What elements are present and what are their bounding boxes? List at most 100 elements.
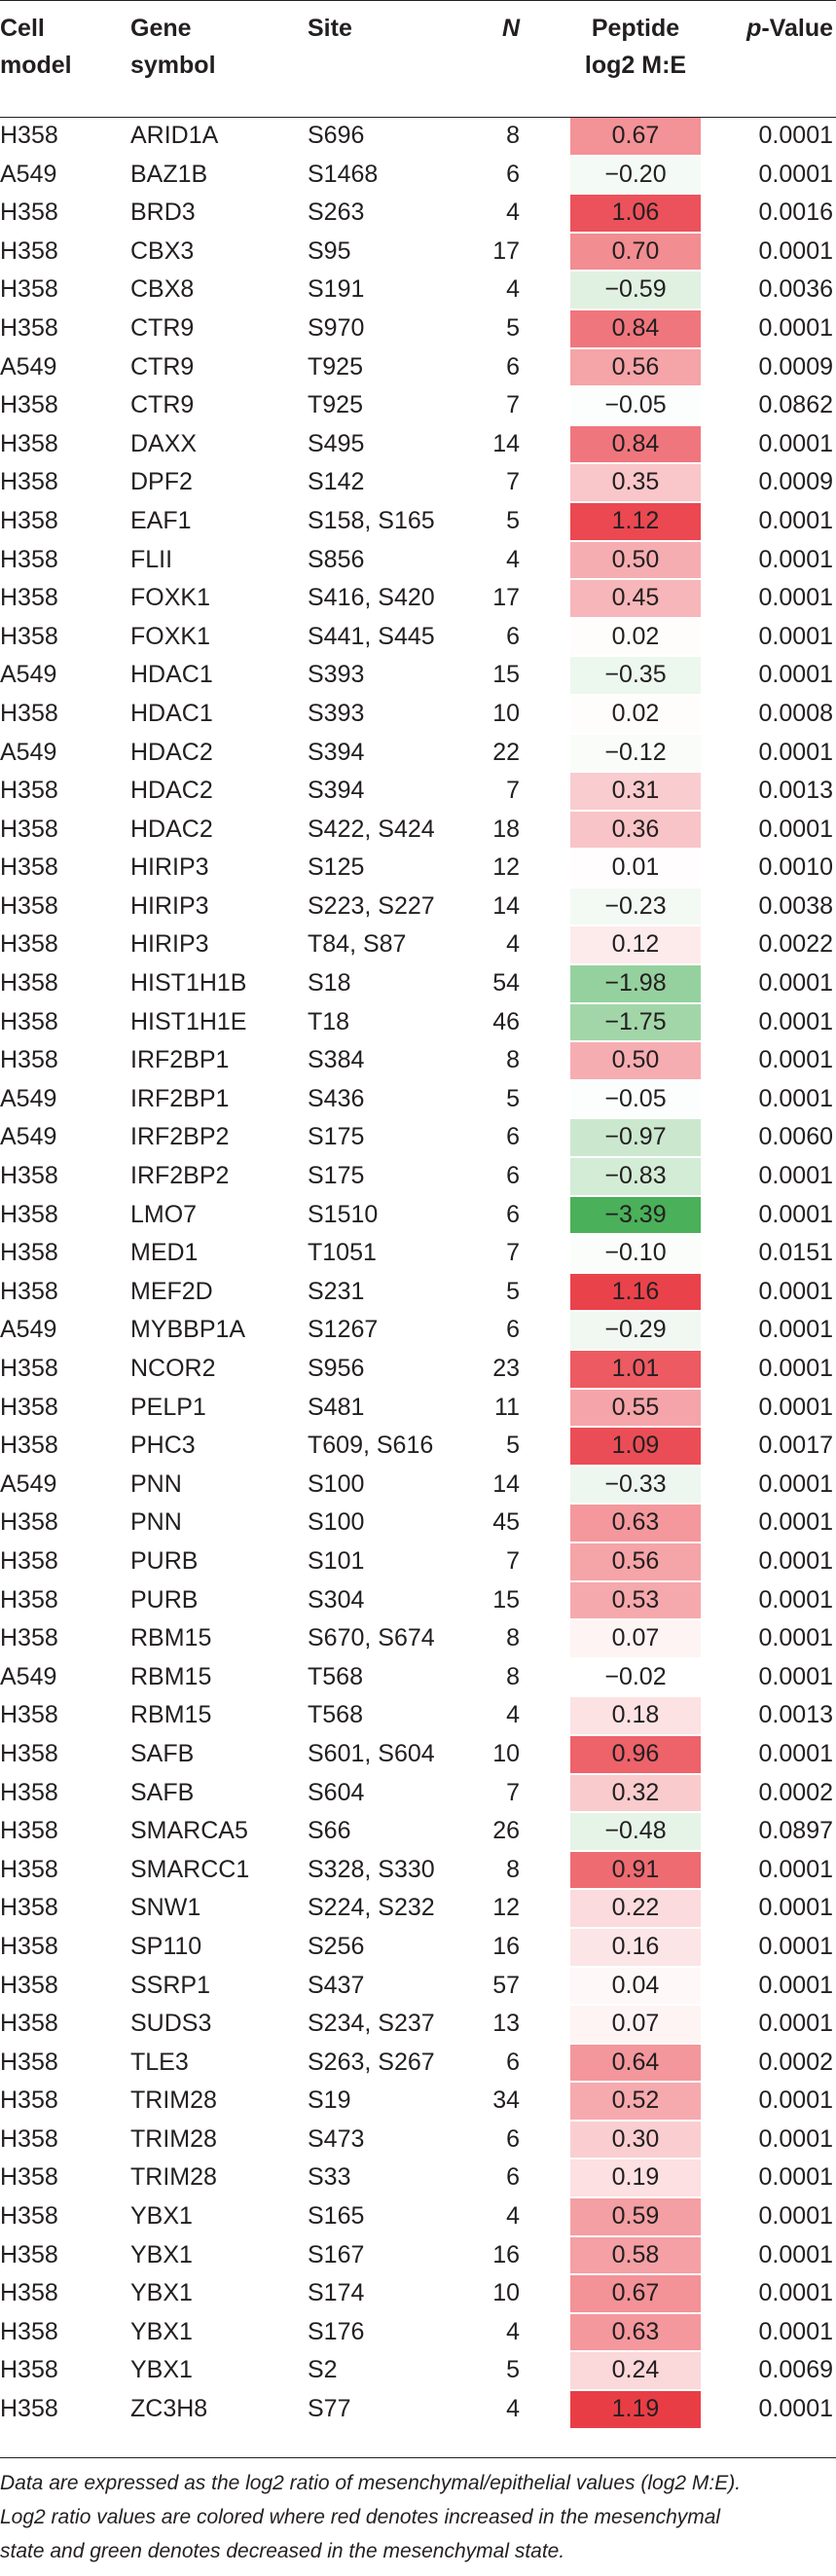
site-cell: T609, S616 bbox=[308, 1432, 434, 1460]
n-count-cell: 7 bbox=[506, 1546, 520, 1575]
table-row: H358 NCOR2 S956 23 1.01 0.0001 bbox=[0, 1350, 836, 1389]
gene-symbol-cell: HDAC1 bbox=[130, 699, 213, 727]
gene-symbol-cell: TRIM28 bbox=[130, 2163, 217, 2192]
header-ratio-line1: Peptide bbox=[591, 15, 680, 42]
gene-symbol-cell: BRD3 bbox=[130, 199, 196, 227]
peptide-ratio-cell: 0.50 bbox=[570, 541, 701, 579]
p-value-cell: 0.0001 bbox=[758, 815, 833, 843]
table-row: H358 HDAC2 S422, S424 18 0.36 0.0001 bbox=[0, 811, 836, 850]
n-count-cell: 5 bbox=[506, 1084, 520, 1112]
peptide-ratio-cell: 0.36 bbox=[570, 811, 701, 849]
n-count-cell: 23 bbox=[492, 1355, 520, 1382]
n-count-cell: 6 bbox=[506, 622, 520, 650]
p-value-cell: 0.0001 bbox=[758, 622, 833, 650]
gene-symbol-cell: SMARCC1 bbox=[130, 1855, 250, 1883]
table-row: A549 IRF2BP1 S436 5 −0.05 0.0001 bbox=[0, 1080, 836, 1119]
p-value-cell: 0.0036 bbox=[758, 275, 833, 304]
p-value-cell: 0.0001 bbox=[758, 313, 833, 342]
cell-model-cell: H358 bbox=[0, 236, 58, 265]
site-cell: S696 bbox=[308, 122, 365, 149]
gene-symbol-cell: HIST1H1B bbox=[130, 969, 247, 998]
cell-model-cell: H358 bbox=[0, 969, 58, 998]
header-p-rest: -Value bbox=[761, 15, 833, 42]
peptide-ratio-cell: −0.48 bbox=[570, 1813, 701, 1850]
site-cell: S384 bbox=[308, 1046, 365, 1074]
site-cell: S18 bbox=[308, 969, 351, 998]
table-row: H358 BRD3 S263 4 1.06 0.0016 bbox=[0, 194, 836, 233]
gene-symbol-cell: ZC3H8 bbox=[130, 2395, 208, 2423]
p-value-cell: 0.0010 bbox=[758, 853, 833, 882]
table-row: H358 HIRIP3 S223, S227 14 −0.23 0.0038 bbox=[0, 888, 836, 926]
p-value-cell: 0.0001 bbox=[758, 1546, 833, 1575]
n-count-cell: 16 bbox=[492, 1932, 520, 1960]
table-row: H358 PHC3 T609, S616 5 1.09 0.0017 bbox=[0, 1427, 836, 1466]
cell-model-cell: H358 bbox=[0, 777, 58, 805]
n-count-cell: 12 bbox=[492, 853, 520, 882]
cell-model-cell: H358 bbox=[0, 506, 58, 534]
header-ratio-line2: log2 M:E bbox=[584, 52, 687, 79]
gene-symbol-cell: YBX1 bbox=[130, 2356, 193, 2384]
site-cell: S223, S227 bbox=[308, 891, 435, 920]
site-cell: S604 bbox=[308, 1778, 365, 1806]
site-cell: S158, S165 bbox=[308, 506, 435, 534]
p-value-cell: 0.0001 bbox=[758, 2279, 833, 2307]
gene-symbol-cell: FLII bbox=[130, 545, 173, 573]
p-value-cell: 0.0001 bbox=[758, 2163, 833, 2192]
p-value-cell: 0.0001 bbox=[758, 2010, 833, 2038]
peptide-ratio-cell: −0.59 bbox=[570, 272, 701, 308]
table-row: H358 HIRIP3 S125 12 0.01 0.0010 bbox=[0, 849, 836, 888]
n-count-cell: 10 bbox=[492, 2279, 520, 2307]
header-rule bbox=[0, 117, 836, 118]
p-value-cell: 0.0001 bbox=[758, 1162, 833, 1190]
cell-model-cell: H358 bbox=[0, 930, 58, 959]
gene-symbol-cell: IRF2BP1 bbox=[130, 1084, 230, 1112]
peptide-ratio-cell: 1.01 bbox=[570, 1351, 701, 1388]
n-count-cell: 6 bbox=[506, 1162, 520, 1190]
site-cell: S66 bbox=[308, 1817, 351, 1845]
n-count-cell: 5 bbox=[506, 313, 520, 342]
p-value-cell: 0.0038 bbox=[758, 891, 833, 920]
table-row: A549 RBM15 T568 8 −0.02 0.0001 bbox=[0, 1658, 836, 1697]
site-cell: S100 bbox=[308, 1469, 365, 1498]
footnote-line-2: Log2 ratio values are colored where red … bbox=[0, 2506, 721, 2528]
peptide-ratio-cell: −0.02 bbox=[570, 1658, 701, 1696]
peptide-ratio-cell: 0.02 bbox=[570, 695, 701, 733]
peptide-ratio-cell: 0.07 bbox=[570, 2006, 701, 2043]
site-cell: S175 bbox=[308, 1162, 365, 1190]
site-cell: S77 bbox=[308, 2395, 351, 2423]
gene-symbol-cell: HDAC2 bbox=[130, 777, 213, 805]
peptide-ratio-cell: −0.05 bbox=[570, 387, 701, 424]
table-footnote: Data are expressed as the log2 ratio of … bbox=[0, 2466, 836, 2568]
table-top-rule bbox=[0, 0, 836, 1]
p-value-cell: 0.0001 bbox=[758, 506, 833, 534]
peptide-ratio-cell: 0.45 bbox=[570, 580, 701, 617]
table-row: H358 HIST1H1B S18 54 −1.98 0.0001 bbox=[0, 964, 836, 1003]
table-row: H358 LMO7 S1510 6 −3.39 0.0001 bbox=[0, 1196, 836, 1235]
peptide-ratio-cell: 0.50 bbox=[570, 1042, 701, 1079]
gene-symbol-cell: YBX1 bbox=[130, 2240, 193, 2268]
table-row: H358 PELP1 S481 11 0.55 0.0001 bbox=[0, 1389, 836, 1428]
n-count-cell: 4 bbox=[506, 2395, 520, 2423]
cell-model-cell: H358 bbox=[0, 1393, 58, 1421]
peptide-ratio-cell: 0.56 bbox=[570, 1542, 701, 1580]
table-row: H358 HIST1H1E T18 46 −1.75 0.0001 bbox=[0, 1003, 836, 1042]
site-cell: S176 bbox=[308, 2317, 365, 2345]
p-value-cell: 0.0001 bbox=[758, 584, 833, 612]
cell-model-cell: H358 bbox=[0, 2240, 58, 2268]
table-row: H358 CBX3 S95 17 0.70 0.0001 bbox=[0, 233, 836, 272]
cell-model-cell: H358 bbox=[0, 1932, 58, 1960]
header-p-value: p-Value bbox=[720, 10, 833, 47]
table-row: A549 IRF2BP2 S175 6 −0.97 0.0060 bbox=[0, 1118, 836, 1157]
peptide-ratio-cell: 0.70 bbox=[570, 233, 701, 271]
site-cell: S234, S237 bbox=[308, 2010, 435, 2038]
p-value-cell: 0.0017 bbox=[758, 1432, 833, 1460]
table-row: H358 HIRIP3 T84, S87 4 0.12 0.0022 bbox=[0, 925, 836, 964]
n-count-cell: 14 bbox=[492, 891, 520, 920]
n-count-cell: 11 bbox=[494, 1393, 520, 1421]
site-cell: T925 bbox=[308, 352, 363, 381]
gene-symbol-cell: HIRIP3 bbox=[130, 891, 209, 920]
gene-symbol-cell: HDAC2 bbox=[130, 738, 213, 766]
site-cell: T568 bbox=[308, 1701, 363, 1729]
table-row: H358 YBX1 S174 10 0.67 0.0001 bbox=[0, 2274, 836, 2313]
gene-symbol-cell: MYBBP1A bbox=[130, 1316, 246, 1344]
